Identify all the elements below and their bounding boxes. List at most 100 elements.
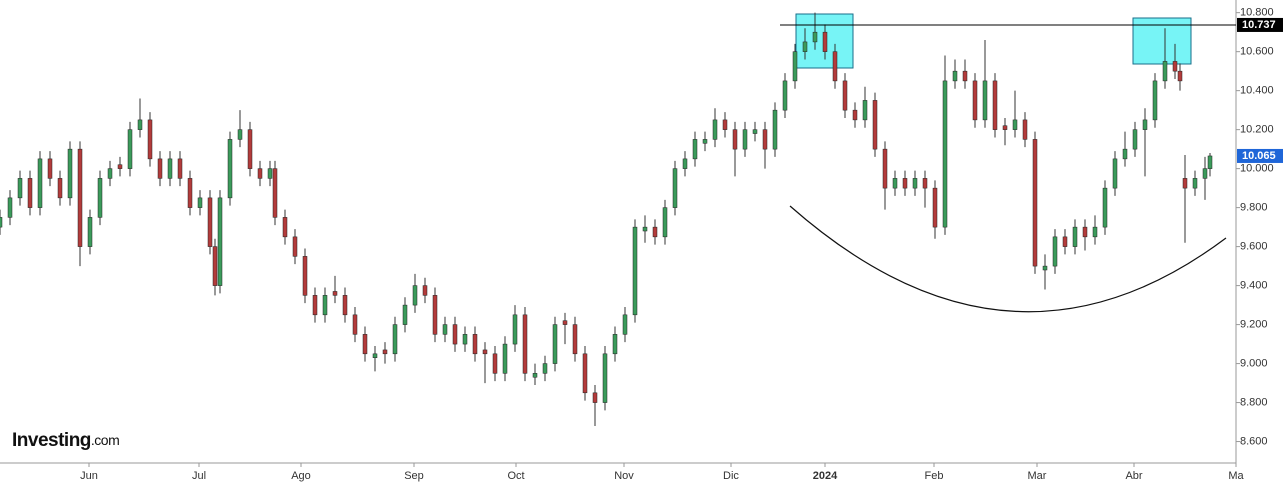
candle-body — [1072, 226, 1078, 247]
price-label: 10.737 — [1242, 19, 1276, 31]
candle-body — [27, 178, 33, 208]
y-tick-label: 10.400 — [1240, 85, 1274, 97]
y-tick-label: 9.400 — [1240, 280, 1268, 292]
candle-body — [542, 363, 548, 374]
candle-body — [1207, 155, 1213, 169]
candle-body — [672, 168, 678, 208]
candle-body — [302, 256, 308, 296]
candle-body — [612, 334, 618, 355]
candle-body — [472, 334, 478, 355]
x-tick-label: Dic — [723, 470, 739, 482]
candle-body — [952, 70, 958, 82]
candle-body — [572, 324, 578, 355]
candle-body — [462, 334, 468, 345]
price-label: 10.065 — [1242, 150, 1276, 162]
candle-body — [432, 295, 438, 335]
logo-suffix: .com — [91, 432, 119, 448]
candle-body — [1082, 226, 1088, 238]
candle-body — [682, 158, 688, 169]
candle-body — [582, 353, 588, 394]
candle-body — [532, 373, 538, 378]
candle-body — [662, 207, 668, 238]
candle-body — [972, 80, 978, 121]
candle-body — [752, 129, 758, 134]
y-tick-label: 9.000 — [1240, 357, 1268, 369]
candle-body — [87, 217, 93, 247]
candle-body — [802, 41, 808, 52]
candle-body — [892, 178, 898, 189]
candle-body — [1177, 70, 1183, 82]
y-tick-label: 9.600 — [1240, 241, 1268, 253]
y-tick-label: 9.800 — [1240, 202, 1268, 214]
candle-body — [272, 168, 278, 218]
candle-body — [922, 178, 928, 189]
candle-body — [212, 246, 218, 286]
y-tick-label: 10.200 — [1240, 124, 1274, 136]
candle-body — [1032, 139, 1038, 267]
plot-area — [0, 12, 1213, 426]
candle-body — [912, 178, 918, 189]
x-tick-label: Feb — [925, 470, 944, 482]
candle-body — [197, 197, 203, 208]
candle-body — [422, 285, 428, 296]
candle-body — [1122, 148, 1128, 160]
y-tick-label: 9.200 — [1240, 318, 1268, 330]
candle-body — [1062, 236, 1068, 247]
candle-body — [822, 31, 828, 52]
candle-body — [237, 129, 243, 140]
candle-body — [842, 80, 848, 111]
candle-body — [592, 392, 598, 403]
candle-body — [177, 158, 183, 179]
candle-body — [352, 314, 358, 335]
candle-body — [442, 324, 448, 335]
candle-body — [1162, 61, 1168, 82]
candle-body — [652, 226, 658, 238]
candle-body — [482, 349, 488, 355]
candle-body — [1172, 61, 1178, 72]
candle-body — [217, 197, 223, 286]
candle-body — [342, 295, 348, 316]
candle-body — [512, 314, 518, 345]
candle-body — [77, 148, 83, 247]
x-tick-label: Jun — [80, 470, 98, 482]
candle-body — [862, 100, 868, 121]
candle-body — [332, 291, 338, 296]
candle-body — [17, 178, 23, 199]
candle-body — [622, 314, 628, 335]
y-tick-label: 8.800 — [1240, 396, 1268, 408]
price-label-box — [1237, 148, 1283, 163]
candle-body — [562, 320, 568, 325]
candle-body — [37, 158, 43, 208]
candle-body — [47, 158, 53, 179]
x-tick-label: Ma — [1228, 470, 1244, 482]
candle-body — [187, 178, 193, 208]
x-tick-label: Abr — [1125, 470, 1142, 482]
candle-body — [632, 226, 638, 316]
candle-body — [1152, 80, 1158, 121]
candle-body — [872, 100, 878, 150]
x-tick-label: Oct — [507, 470, 524, 482]
candle-body — [812, 31, 818, 43]
candle-body — [642, 226, 648, 232]
y-tick-label: 8.600 — [1240, 435, 1268, 447]
candle-body — [402, 304, 408, 325]
highlight-box — [1132, 17, 1192, 65]
x-tick-label: Nov — [614, 470, 634, 482]
x-tick-label: 2024 — [813, 470, 838, 482]
candle-body — [322, 295, 328, 316]
logo: Investing.com — [12, 430, 119, 451]
candle-body — [1042, 265, 1048, 271]
candle-body — [452, 324, 458, 345]
candle-body — [57, 178, 63, 199]
y-tick-label: 10.600 — [1240, 46, 1274, 58]
candle-body — [932, 187, 938, 228]
x-tick-label: Jul — [192, 470, 206, 482]
candle-body — [992, 80, 998, 130]
candle-body — [292, 236, 298, 257]
candle-body — [127, 129, 133, 169]
x-tick-label: Sep — [404, 470, 424, 482]
candle-body — [362, 334, 368, 355]
candle-body — [742, 129, 748, 150]
candle-body — [832, 51, 838, 82]
